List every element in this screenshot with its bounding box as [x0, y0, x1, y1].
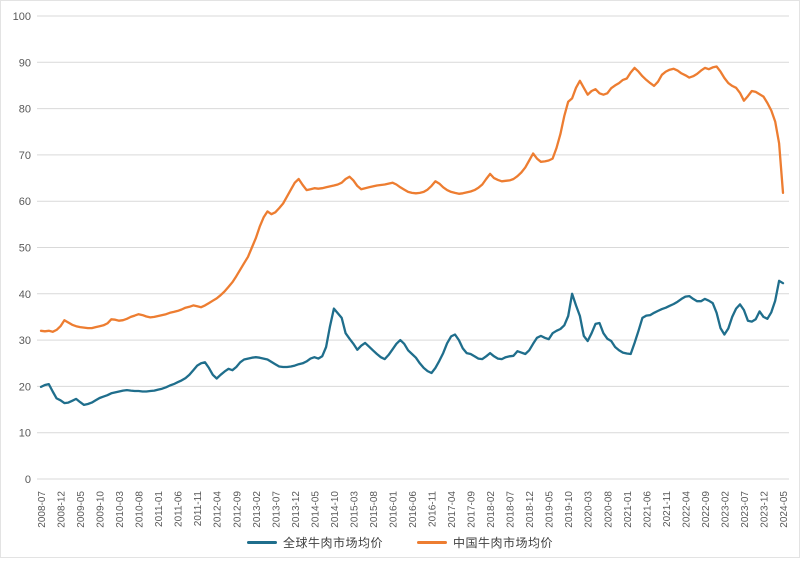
x-axis-tick-label: 2019-10	[564, 491, 575, 528]
x-axis-tick-label: 2020-03	[584, 491, 595, 528]
x-axis-tick-label: 2017-09	[467, 491, 478, 528]
x-axis-tick-label: 2013-02	[252, 491, 263, 528]
y-axis-tick-label: 0	[25, 474, 31, 486]
x-axis-tick-label: 2008-07	[37, 491, 48, 528]
y-axis-tick-label: 80	[19, 104, 31, 116]
x-axis-tick-label: 2018-12	[525, 491, 536, 528]
x-axis-tick-label: 2013-07	[271, 491, 282, 528]
x-axis-tick-label: 2008-12	[57, 491, 68, 528]
x-axis-tick-label: 2022-09	[701, 491, 712, 528]
x-axis-tick-label: 2016-06	[408, 491, 419, 528]
x-axis-tick-label: 2018-07	[506, 491, 517, 528]
y-axis-tick-label: 90	[19, 57, 31, 69]
x-axis-tick-label: 2011-11	[193, 491, 204, 527]
x-axis-tick-label: 2023-07	[740, 491, 751, 528]
x-axis-tick-label: 2012-04	[213, 491, 224, 528]
x-axis-tick-label: 2010-03	[115, 491, 126, 528]
x-axis-tick-label: 2021-11	[662, 491, 673, 527]
x-axis-tick-label: 2016-01	[388, 491, 399, 528]
y-axis-tick-label: 40	[19, 289, 31, 301]
x-axis-tick-label: 2016-11	[428, 491, 439, 527]
china-series-swatch	[417, 541, 447, 544]
y-axis-tick-label: 100	[13, 11, 31, 23]
x-axis-tick-label: 2023-02	[720, 491, 731, 528]
series-line-1	[39, 65, 785, 333]
x-axis-tick-label: 2020-08	[603, 491, 614, 528]
y-axis-tick-label: 60	[19, 196, 31, 208]
x-axis-tick-label: 2015-03	[349, 491, 360, 528]
global-series-label: 全球牛肉市场均价	[282, 536, 383, 550]
x-axis-tick-label: 2012-09	[232, 491, 243, 528]
legend-item-china: 中国牛肉市场均价	[417, 534, 553, 551]
global-series-swatch	[246, 541, 277, 544]
chart-legend: 全球牛肉市场均价 中国牛肉市场均价	[1, 534, 799, 551]
x-axis-tick-label: 2014-05	[310, 491, 321, 528]
x-axis-tick-label: 2024-05	[779, 491, 790, 528]
x-axis-tick-label: 2011-01	[154, 491, 165, 527]
x-axis-tick-label: 2023-12	[759, 491, 770, 528]
x-axis-tick-label: 2009-10	[96, 491, 107, 528]
x-axis-tick-label: 2015-08	[369, 491, 380, 528]
x-axis-tick-label: 2019-05	[545, 491, 556, 528]
x-axis-tick-label: 2021-01	[623, 491, 634, 528]
x-axis-tick-label: 2009-05	[76, 491, 87, 528]
series-line-0	[39, 279, 785, 407]
x-axis-tick-label: 2013-12	[291, 491, 302, 528]
x-axis-tick-label: 2017-04	[447, 491, 458, 528]
x-axis-tick-label: 2021-06	[642, 491, 653, 528]
legend-item-global: 全球牛肉市场均价	[246, 534, 383, 551]
y-axis-tick-label: 30	[19, 335, 31, 347]
y-axis-tick-label: 50	[19, 243, 31, 255]
x-axis-tick-label: 2014-10	[330, 491, 341, 528]
x-axis-tick-label: 2011-06	[174, 491, 185, 527]
china-series-label: 中国牛肉市场均价	[453, 536, 554, 550]
y-axis-tick-label: 70	[19, 150, 31, 162]
x-axis-tick-label: 2022-04	[681, 491, 692, 528]
y-axis-tick-label: 10	[19, 428, 31, 440]
x-axis-tick-label: 2018-02	[486, 491, 497, 528]
x-axis-tick-label: 2010-08	[135, 491, 146, 528]
y-axis-tick-label: 20	[19, 381, 31, 393]
